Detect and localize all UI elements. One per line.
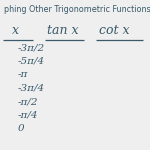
Text: cot x: cot x [99,24,129,36]
Text: x: x [12,24,18,36]
Text: -π: -π [18,70,28,80]
Text: -3π/2: -3π/2 [18,44,45,52]
Text: -π/4: -π/4 [18,111,39,120]
Text: -5π/4: -5π/4 [18,57,45,66]
Text: -π/2: -π/2 [18,98,39,106]
Text: phing Other Trigonometric Functions: phing Other Trigonometric Functions [4,4,150,14]
Text: tan x: tan x [47,24,79,36]
Text: 0: 0 [18,124,25,134]
Text: -3π/4: -3π/4 [18,84,45,93]
